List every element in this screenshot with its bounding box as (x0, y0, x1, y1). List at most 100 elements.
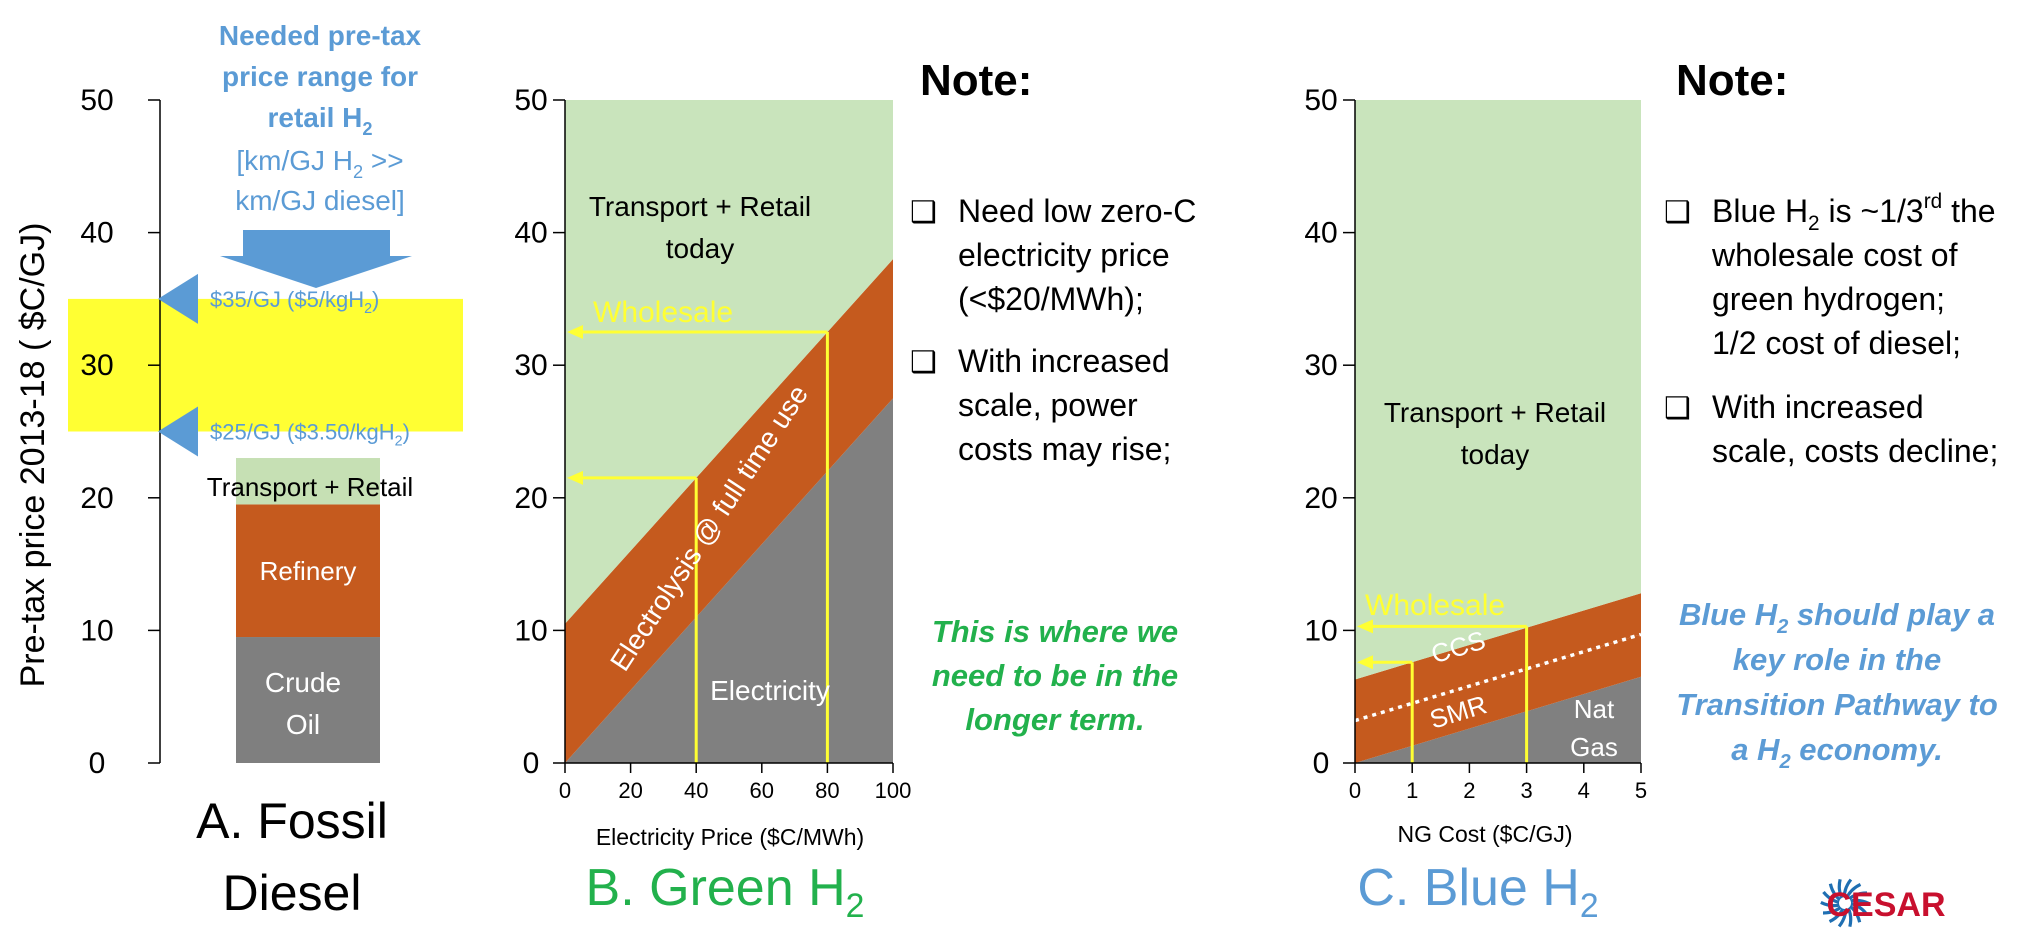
stack-label-transport: Transport + Retail (207, 472, 413, 502)
note-b-item2-line2: scale, power (958, 387, 1138, 423)
note-c-item1-line4: 1/2 cost of diesel; (1712, 325, 1961, 361)
left-arrow-icon (158, 406, 198, 457)
c-area-transport-retail-today (1355, 100, 1641, 680)
b-x-tick-label: 20 (618, 778, 642, 803)
arrow-left-icon (567, 470, 583, 485)
note-c-item1-line1: Blue H2 is ~1/3rd the (1712, 190, 1996, 235)
note-b-item1-line3: (<$20/MWh); (958, 281, 1144, 317)
note-c-item1-line2: wholesale cost of (1711, 237, 1958, 273)
b-x-tick-label: 80 (815, 778, 839, 803)
c-x-tick-label: 5 (1635, 778, 1647, 803)
down-arrow-icon (220, 230, 412, 288)
stack-segment-2 (236, 458, 380, 505)
note-b-emphasis-2: need to be in the (932, 658, 1178, 693)
b-area-transport-retail-today (565, 100, 893, 624)
note-b-emphasis-1: This is where we (932, 614, 1178, 649)
c-area-smr (1355, 634, 1641, 763)
b-y-tick-label: 30 (514, 349, 547, 382)
b-y-tick-label: 10 (514, 614, 547, 647)
logo-hub (1839, 897, 1851, 909)
a-y-tick-label: 40 (80, 217, 113, 250)
a-y-tick-label: 50 (80, 84, 113, 117)
c-y-tick-label: 40 (1304, 217, 1337, 250)
c-y-tick-label: 30 (1304, 349, 1337, 382)
c-wholesale-label: Wholesale (1365, 589, 1505, 622)
panel-a: 0 10 20 30 40 50 Needed pre-tax price range f… (68, 20, 463, 921)
marker-35-label: $35/GJ ($5/kgH2) (210, 287, 379, 317)
note-b-item1-line1: Need low zero-C (958, 193, 1196, 229)
marker-25-label: $25/GJ ($3.50/kgH2) (210, 420, 410, 450)
marker-25: $25/GJ ($3.50/kgH2) (158, 406, 410, 457)
note-c-title: Note: (1676, 56, 1788, 105)
note-b: Note: ❑ Need low zero-C electricity pric… (910, 56, 1196, 737)
a-y-tick-label: 30 (80, 349, 113, 382)
note-c-emphasis-2: key role in the (1733, 642, 1941, 677)
note-b-title: Note: (920, 56, 1032, 105)
c-natgas-label-1: Nat (1574, 694, 1615, 724)
b-transport-label-2: today (666, 233, 735, 264)
b-electricity-label: Electricity (710, 675, 830, 706)
c-transport-label-1: Transport + Retail (1384, 397, 1606, 428)
note-c-item2-line2: scale, costs decline; (1712, 433, 1998, 469)
c-area-nat-gas (1355, 676, 1641, 763)
c-x-tick-label: 0 (1349, 778, 1361, 803)
a-y-tick-label: 20 (80, 482, 113, 515)
c-x-tick-label: 3 (1520, 778, 1532, 803)
needed-text-line2: price range for (222, 61, 418, 92)
b-transport-label-1: Transport + Retail (589, 191, 811, 222)
b-x-tick-label: 60 (750, 778, 774, 803)
panel-a-title-line1: A. Fossil (196, 793, 388, 849)
needed-text-line3: retail H2 (267, 102, 372, 139)
b-area-electrolysis-full-time-use (565, 259, 893, 763)
target-price-band (68, 298, 463, 432)
panel-b: 0 10 20 30 40 50 0 20 40 60 80 100 Transport + Reta… (514, 84, 911, 925)
marker-35: $35/GJ ($5/kgH2) (158, 273, 379, 324)
a-y-tick-label: 0 (89, 747, 106, 780)
b-y-tick-label: 50 (514, 84, 547, 117)
c-y-tick-label: 0 (1313, 747, 1330, 780)
c-natgas-label-2: Gas (1570, 732, 1618, 762)
b-y-tick-label: 40 (514, 217, 547, 250)
b-x-axis-label: Electricity Price ($C/MWh) (596, 824, 864, 850)
needed-text-line5: km/GJ diesel] (235, 185, 405, 216)
checkbox-icon: ❑ (1664, 196, 1691, 229)
note-c-emphasis-1: Blue H2 should play a (1679, 597, 1995, 638)
b-x-tick-label: 0 (559, 778, 571, 803)
note-c-emphasis-4: a H2 economy. (1731, 732, 1943, 773)
turbine-logo-icon (1820, 878, 1870, 928)
panel-a-title-line2: Diesel (223, 865, 362, 921)
b-x-tick-label: 40 (684, 778, 708, 803)
needed-text-line1: Needed pre-tax (219, 20, 422, 51)
checkbox-icon: ❑ (910, 196, 937, 229)
panel-c: 0 10 20 30 40 50 0 1 2 3 4 5 Transport + Retail tod… (1304, 84, 1647, 925)
stack-label-crude-2: Oil (286, 709, 320, 740)
checkbox-icon: ❑ (910, 346, 937, 379)
note-b-item1-line2: electricity price (958, 237, 1170, 273)
note-c-item1-line3: green hydrogen; (1712, 281, 1945, 317)
cesar-logo: CESAR (1820, 878, 1946, 928)
panel-c-title: C. Blue H2 (1357, 859, 1598, 925)
note-b-item2-line3: costs may rise; (958, 431, 1171, 467)
stack-segment-0 (236, 637, 380, 763)
c-x-axis-label: NG Cost ($C/GJ) (1397, 821, 1572, 847)
stack-label-refinery: Refinery (260, 556, 357, 586)
stack-label-crude-1: Crude (265, 667, 341, 698)
c-y-tick-label: 20 (1304, 482, 1337, 515)
y-axis-label: Pre-tax price 2013-18 ( $C/GJ) (14, 223, 52, 688)
arrow-left-icon (1357, 619, 1373, 634)
b-y-tick-label: 20 (514, 482, 547, 515)
note-c: Note: ❑ Blue H2 is ~1/3rd the wholesale … (1664, 56, 1998, 773)
note-c-emphasis-3: Transition Pathway to (1676, 687, 1998, 722)
note-b-item2-line1: With increased (958, 343, 1170, 379)
c-x-tick-label: 1 (1406, 778, 1418, 803)
arrow-left-icon (1357, 655, 1373, 670)
left-arrow-icon (158, 273, 198, 324)
c-y-tick-label: 10 (1304, 614, 1337, 647)
c-x-tick-label: 2 (1463, 778, 1475, 803)
arrow-left-icon (567, 325, 583, 340)
b-wholesale-label: Wholesale (593, 296, 733, 329)
needed-text-line4: [km/GJ H2 >> (236, 145, 403, 182)
c-transport-label-2: today (1461, 439, 1530, 470)
note-b-emphasis-3: longer term. (965, 702, 1144, 737)
